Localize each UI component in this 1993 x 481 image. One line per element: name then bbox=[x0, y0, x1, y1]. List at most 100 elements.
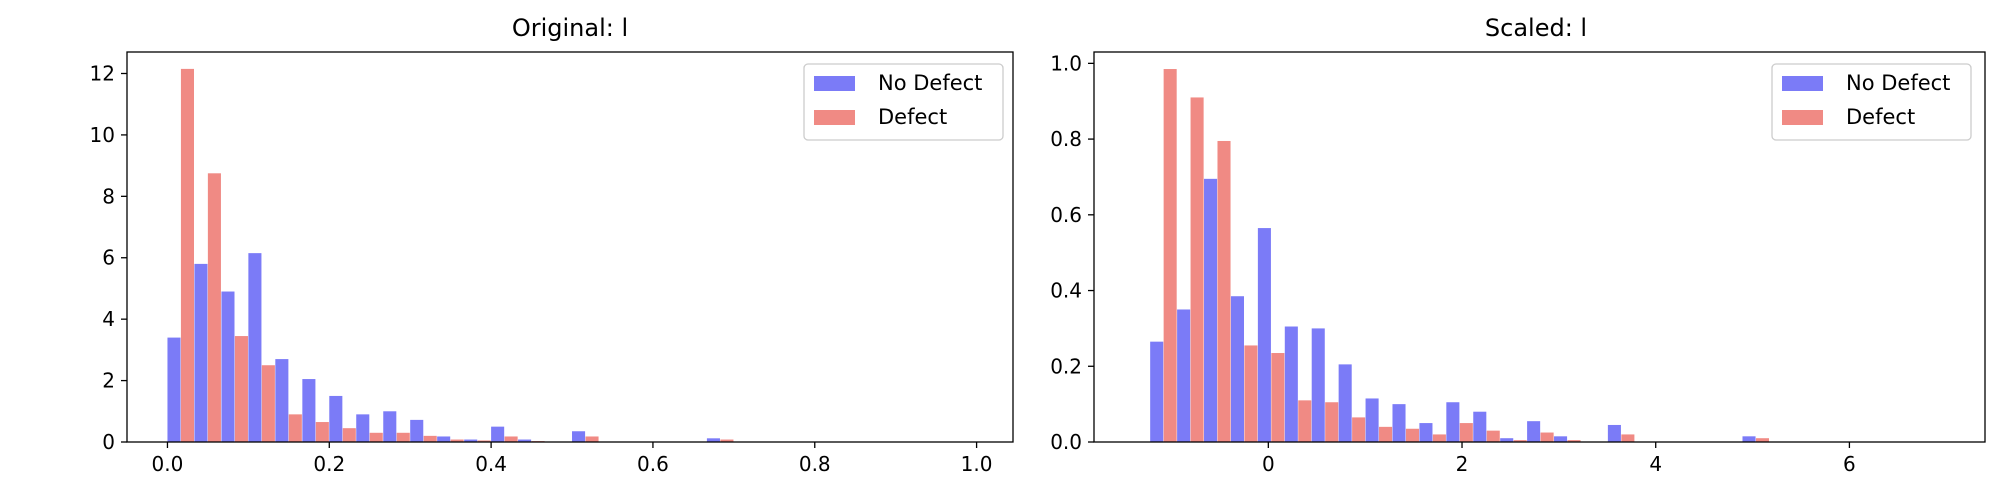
legend-swatch-no-defect bbox=[1782, 76, 1823, 91]
bar-no-defect bbox=[1473, 411, 1487, 442]
legend-label-defect: Defect bbox=[878, 105, 947, 129]
bar-no-defect bbox=[437, 436, 451, 442]
bar-defect bbox=[585, 436, 599, 442]
bar-defect bbox=[1567, 440, 1581, 442]
chart-panel-scaled: Scaled: l 0.0 0.2 0.4 0.6 0.8 1.0 0 2 4 6 No Def… bbox=[1050, 14, 1986, 476]
bar-defect bbox=[1352, 417, 1366, 442]
bar-no-defect bbox=[410, 419, 424, 442]
bars-group bbox=[1150, 69, 1770, 443]
bar-defect bbox=[1621, 434, 1635, 442]
y-axis-ticks: 0 2 4 6 8 10 12 bbox=[90, 61, 127, 454]
axes-frame bbox=[126, 51, 1014, 443]
bar-no-defect bbox=[356, 414, 370, 442]
bar-no-defect bbox=[1311, 328, 1325, 442]
bar-no-defect bbox=[1230, 296, 1244, 442]
bar-defect bbox=[207, 173, 221, 443]
y-tick-label: 12 bbox=[90, 61, 115, 85]
legend-label-no-defect: No Defect bbox=[1846, 71, 1950, 95]
y-tick-label: 8 bbox=[102, 184, 115, 208]
chart-panel-original: Original: l 0 2 4 6 8 10 12 0.0 0.2 0.4 0.6 0.8 1.0… bbox=[90, 14, 1014, 476]
bar-no-defect bbox=[329, 395, 343, 442]
y-tick-label: 10 bbox=[90, 123, 115, 147]
x-tick-label: 6 bbox=[1843, 452, 1856, 476]
bar-no-defect bbox=[1177, 309, 1191, 442]
bars-group bbox=[167, 68, 734, 443]
x-tick-label: 0 bbox=[1262, 452, 1275, 476]
y-tick-label: 0.8 bbox=[1050, 127, 1082, 151]
bar-defect bbox=[1190, 97, 1204, 442]
x-tick-label: 0.6 bbox=[637, 452, 669, 476]
bar-no-defect bbox=[302, 379, 316, 442]
legend-label-defect: Defect bbox=[1846, 105, 1915, 129]
bar-no-defect bbox=[383, 411, 397, 442]
legend-label-no-defect: No Defect bbox=[878, 71, 982, 95]
y-tick-label: 6 bbox=[102, 246, 115, 270]
y-tick-label: 0.6 bbox=[1050, 203, 1082, 227]
x-tick-label: 0.4 bbox=[475, 452, 507, 476]
bar-defect bbox=[1271, 353, 1285, 442]
bar-defect bbox=[1459, 423, 1473, 442]
bar-no-defect bbox=[1446, 402, 1460, 442]
bar-defect bbox=[1379, 426, 1393, 442]
legend-swatch-no-defect bbox=[814, 76, 855, 91]
bar-no-defect bbox=[464, 439, 478, 442]
bar-defect bbox=[1163, 69, 1177, 442]
bar-no-defect bbox=[221, 291, 235, 442]
y-axis-ticks: 0.0 0.2 0.4 0.6 0.8 1.0 bbox=[1050, 51, 1094, 454]
bar-no-defect bbox=[1257, 228, 1271, 442]
bar-no-defect bbox=[248, 253, 262, 442]
bar-defect bbox=[450, 439, 464, 442]
bar-no-defect bbox=[518, 439, 532, 442]
legend: No Defect Defect bbox=[803, 63, 1004, 141]
bar-no-defect bbox=[167, 337, 181, 442]
x-tick-label: 0.8 bbox=[799, 452, 831, 476]
x-tick-label: 0.2 bbox=[313, 452, 345, 476]
y-tick-label: 1.0 bbox=[1050, 51, 1082, 75]
y-tick-label: 2 bbox=[102, 369, 115, 393]
bar-no-defect bbox=[1742, 436, 1756, 442]
bar-no-defect bbox=[491, 426, 505, 442]
bar-defect bbox=[1513, 440, 1527, 442]
bar-no-defect bbox=[1527, 421, 1541, 442]
bar-defect bbox=[261, 365, 275, 442]
bar-no-defect bbox=[1338, 364, 1352, 442]
bar-defect bbox=[234, 336, 248, 442]
bar-defect bbox=[1244, 345, 1258, 442]
bar-defect bbox=[1486, 430, 1500, 442]
y-tick-label: 4 bbox=[102, 307, 115, 331]
y-tick-label: 0 bbox=[102, 430, 115, 454]
y-tick-label: 0.4 bbox=[1050, 279, 1082, 303]
bar-no-defect bbox=[706, 438, 720, 442]
bar-defect bbox=[1755, 438, 1770, 442]
bar-defect bbox=[1325, 402, 1339, 442]
legend-swatch-defect bbox=[1782, 110, 1823, 125]
bar-no-defect bbox=[1204, 178, 1218, 442]
bar-no-defect bbox=[1365, 398, 1379, 442]
bar-defect bbox=[720, 439, 734, 442]
bar-defect bbox=[477, 440, 491, 442]
x-tick-label: 2 bbox=[1456, 452, 1469, 476]
chart-title: Scaled: l bbox=[1485, 14, 1587, 42]
bar-no-defect bbox=[572, 431, 586, 442]
x-axis-ticks: 0 2 4 6 bbox=[1262, 442, 1856, 476]
bar-defect bbox=[504, 436, 518, 442]
bar-defect bbox=[369, 432, 383, 442]
y-tick-label: 0.0 bbox=[1050, 430, 1082, 454]
bar-defect bbox=[1405, 428, 1420, 442]
x-axis-ticks: 0.0 0.2 0.4 0.6 0.8 1.0 bbox=[152, 442, 992, 476]
chart-title: Original: l bbox=[512, 14, 628, 42]
y-tick-label: 0.2 bbox=[1050, 354, 1082, 378]
axes-frame bbox=[1093, 51, 1986, 443]
bar-no-defect bbox=[1284, 326, 1298, 442]
bar-defect bbox=[1217, 140, 1231, 443]
bar-no-defect bbox=[1150, 341, 1164, 442]
legend: No Defect Defect bbox=[1771, 63, 1972, 141]
bar-no-defect bbox=[275, 359, 289, 442]
bar-defect bbox=[396, 432, 410, 442]
bar-defect bbox=[288, 414, 302, 442]
x-tick-label: 4 bbox=[1649, 452, 1662, 476]
bar-defect bbox=[180, 68, 194, 442]
bar-no-defect bbox=[1554, 436, 1568, 442]
bar-no-defect bbox=[194, 263, 208, 442]
